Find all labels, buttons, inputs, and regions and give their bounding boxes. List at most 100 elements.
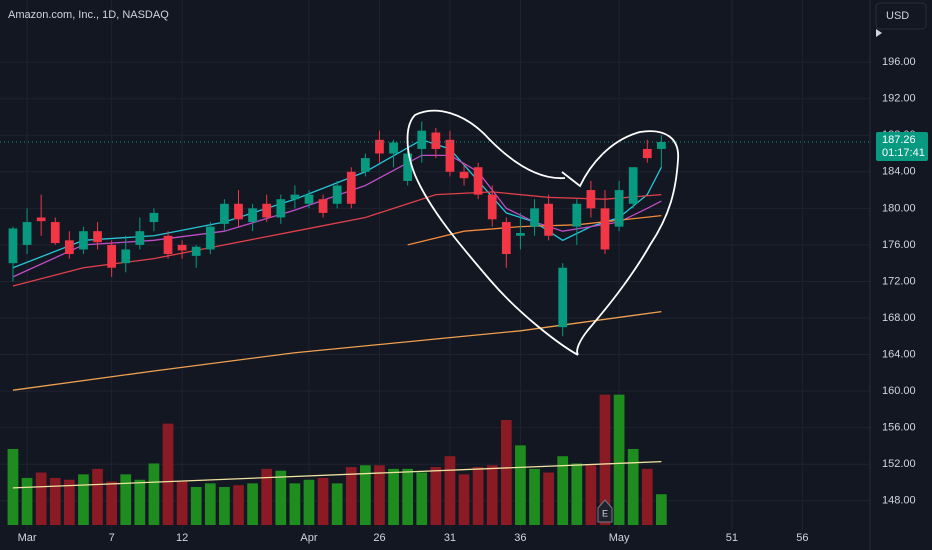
volume-bar bbox=[247, 483, 258, 525]
y-tick-label: 196.00 bbox=[882, 56, 916, 68]
volume-bar bbox=[134, 479, 146, 525]
y-tick-label: 160.00 bbox=[882, 385, 916, 397]
y-tick-label: 176.00 bbox=[882, 239, 916, 251]
candle-body bbox=[417, 130, 427, 149]
y-tick-label: 192.00 bbox=[882, 93, 916, 105]
y-tick-label: 168.00 bbox=[882, 312, 916, 324]
candle-body bbox=[558, 267, 568, 328]
candle-body bbox=[234, 203, 243, 220]
volume-bar bbox=[204, 483, 216, 525]
volume-pane bbox=[7, 394, 667, 525]
last-price-label: 187.26 bbox=[882, 134, 916, 146]
candle-body bbox=[205, 226, 215, 250]
x-tick-label: 7 bbox=[109, 532, 115, 544]
x-tick-label: May bbox=[609, 532, 630, 544]
candle-body bbox=[64, 240, 74, 255]
volume-bar bbox=[500, 420, 512, 525]
candle-body bbox=[50, 222, 60, 244]
x-tick-label: 31 bbox=[444, 532, 456, 544]
volume-bar bbox=[303, 479, 315, 525]
volume-bar bbox=[219, 486, 230, 525]
candle-body bbox=[107, 244, 117, 268]
y-tick-label: 152.00 bbox=[882, 458, 916, 470]
volume-bar bbox=[641, 468, 653, 525]
volume-bar bbox=[557, 456, 569, 525]
volume-bar bbox=[571, 463, 583, 525]
x-tick-label: 56 bbox=[796, 532, 808, 544]
candle-body bbox=[149, 212, 159, 223]
volume-bar bbox=[317, 477, 329, 525]
x-tick-label: 26 bbox=[373, 532, 385, 544]
x-tick-label: 12 bbox=[176, 532, 188, 544]
volume-bar bbox=[515, 445, 526, 525]
heart-annotation bbox=[406, 109, 679, 356]
candle-body bbox=[318, 199, 328, 213]
volume-bar bbox=[627, 448, 639, 525]
candle-body bbox=[93, 231, 102, 243]
currency-button[interactable] bbox=[875, 2, 927, 30]
price-pane bbox=[0, 121, 870, 391]
candle-body bbox=[177, 244, 187, 251]
volume-bar bbox=[49, 477, 61, 525]
candle-body bbox=[346, 171, 356, 204]
candle-body bbox=[375, 139, 384, 154]
moving-average bbox=[12, 310, 662, 391]
x-tick-label: 51 bbox=[726, 532, 738, 544]
volume-bar bbox=[7, 448, 19, 525]
y-tick-label: 172.00 bbox=[882, 275, 916, 287]
candle-body bbox=[22, 222, 32, 245]
earnings-icon[interactable] bbox=[597, 499, 613, 523]
candle-body bbox=[304, 194, 314, 204]
volume-bar bbox=[275, 470, 287, 525]
candle-body bbox=[657, 142, 666, 149]
volume-bar bbox=[656, 494, 667, 525]
volume-bar bbox=[444, 456, 456, 525]
candle-body bbox=[79, 231, 88, 250]
y-tick-label: 156.00 bbox=[882, 422, 916, 434]
candle-body bbox=[191, 246, 201, 256]
candle-body bbox=[487, 194, 497, 220]
volume-bar bbox=[416, 472, 428, 525]
volume-bar bbox=[92, 468, 103, 525]
candle-body bbox=[614, 190, 624, 227]
candle-body bbox=[276, 199, 286, 218]
candle-body bbox=[586, 190, 596, 209]
volume-bar bbox=[120, 474, 132, 525]
volume-bar bbox=[388, 468, 399, 525]
x-tick-label: Apr bbox=[300, 532, 317, 544]
earnings-badge[interactable]: E bbox=[597, 499, 613, 523]
last-price-box bbox=[876, 132, 928, 162]
volume-bar bbox=[289, 483, 301, 525]
candle-body bbox=[445, 139, 455, 172]
scale-marker bbox=[876, 29, 882, 37]
candle-body bbox=[8, 228, 18, 264]
candle-body bbox=[262, 203, 272, 218]
y-tick-label: 184.00 bbox=[882, 166, 916, 178]
candle-body bbox=[572, 203, 582, 227]
volume-bar bbox=[359, 465, 371, 525]
volume-bar bbox=[486, 465, 498, 525]
currency-label[interactable]: USD bbox=[886, 10, 909, 22]
candle-body bbox=[121, 249, 131, 264]
y-tick-label: 180.00 bbox=[882, 202, 916, 214]
volume-bar bbox=[529, 468, 540, 525]
volume-bar bbox=[190, 486, 202, 525]
volume-bar bbox=[148, 463, 160, 525]
volume-bar bbox=[78, 474, 89, 525]
volume-bar bbox=[106, 481, 118, 525]
grid bbox=[0, 0, 870, 530]
volume-bar bbox=[585, 465, 597, 525]
candle-body bbox=[290, 194, 300, 200]
candle-body bbox=[36, 217, 46, 222]
volume-bar bbox=[472, 467, 484, 525]
candle-body bbox=[135, 231, 145, 245]
volume-bar bbox=[21, 477, 33, 525]
candle-body bbox=[530, 208, 539, 227]
candle-body bbox=[220, 203, 229, 224]
earnings-letter[interactable]: E bbox=[602, 508, 608, 518]
volume-average bbox=[12, 460, 662, 489]
y-tick-label: 164.00 bbox=[882, 348, 916, 360]
volume-bar bbox=[430, 467, 442, 525]
volume-bar bbox=[543, 472, 554, 525]
